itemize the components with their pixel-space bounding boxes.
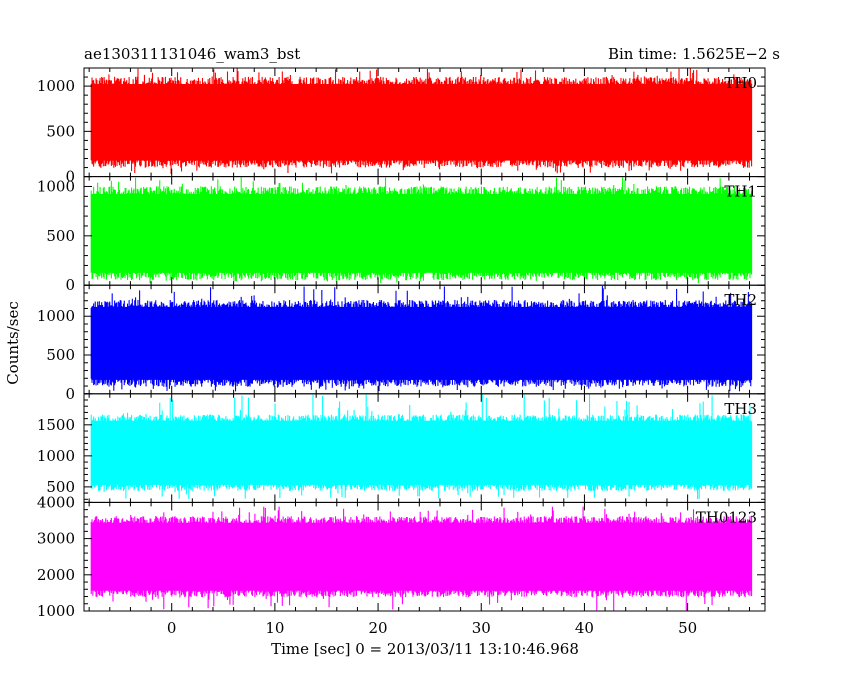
bin-time-label: Bin time: 1.5625E−2 s: [608, 45, 780, 63]
panel-label-th0: TH0: [724, 74, 757, 92]
y-tick-label: 1000: [37, 602, 75, 620]
x-axis-tick-labels: 0 10 20 30 40 50: [167, 619, 697, 637]
y-tick-label: 500: [46, 122, 75, 140]
y-tick-label: 1000: [37, 177, 75, 195]
x-tick-label: 20: [369, 619, 388, 637]
panel-label-th2: TH2: [724, 291, 757, 309]
y-tick-label: 1000: [37, 447, 75, 465]
y-tick-label: 3000: [37, 530, 75, 548]
series-th0-line: [90, 68, 753, 174]
x-tick-label: 0: [167, 619, 177, 637]
x-tick-label: 50: [678, 619, 697, 637]
y-tick-label: 500: [46, 478, 75, 496]
panel-th1: 0 500 1000 TH1: [37, 176, 766, 294]
y-tick-label: 0: [65, 168, 75, 186]
series-th2-line: [90, 286, 753, 392]
panel-th0123: 1000 2000 3000 4000 TH0123: [37, 493, 766, 620]
y-tick-label: 1000: [37, 77, 75, 95]
y-tick-label: 1500: [37, 416, 75, 434]
x-tick-label: 40: [575, 619, 594, 637]
panel-label-th1: TH1: [724, 183, 757, 201]
series-th0123-line: [90, 506, 753, 611]
x-tick-label: 30: [472, 619, 491, 637]
y-tick-label: 500: [46, 227, 75, 245]
y-tick-label: 0: [65, 276, 75, 294]
series-th1-line: [90, 177, 753, 284]
panel-frame: [83, 501, 766, 612]
panel-th2: 0 500 1000 TH2: [37, 284, 766, 403]
chart-title: ae130311131046_wam3_bst: [84, 45, 300, 63]
panel-th3: 500 1000 1500 TH3: [37, 393, 766, 503]
y-tick-label: 1000: [37, 307, 75, 325]
y-tick-label: 2000: [37, 566, 75, 584]
y-tick-label: 4000: [37, 493, 75, 511]
x-axis-label: Time [sec] 0 = 2013/03/11 13:10:46.968: [271, 640, 579, 658]
panel-th0: 0 500 1000 TH0: [37, 67, 766, 186]
panel-label-th3: TH3: [724, 400, 757, 418]
series-th3-line: [90, 394, 753, 500]
y-tick-label: 0: [65, 385, 75, 403]
y-axis-label: Counts/sec: [4, 301, 22, 385]
x-tick-label: 10: [265, 619, 284, 637]
y-tick-label: 500: [46, 346, 75, 364]
panel-label-th0123: TH0123: [696, 508, 757, 526]
